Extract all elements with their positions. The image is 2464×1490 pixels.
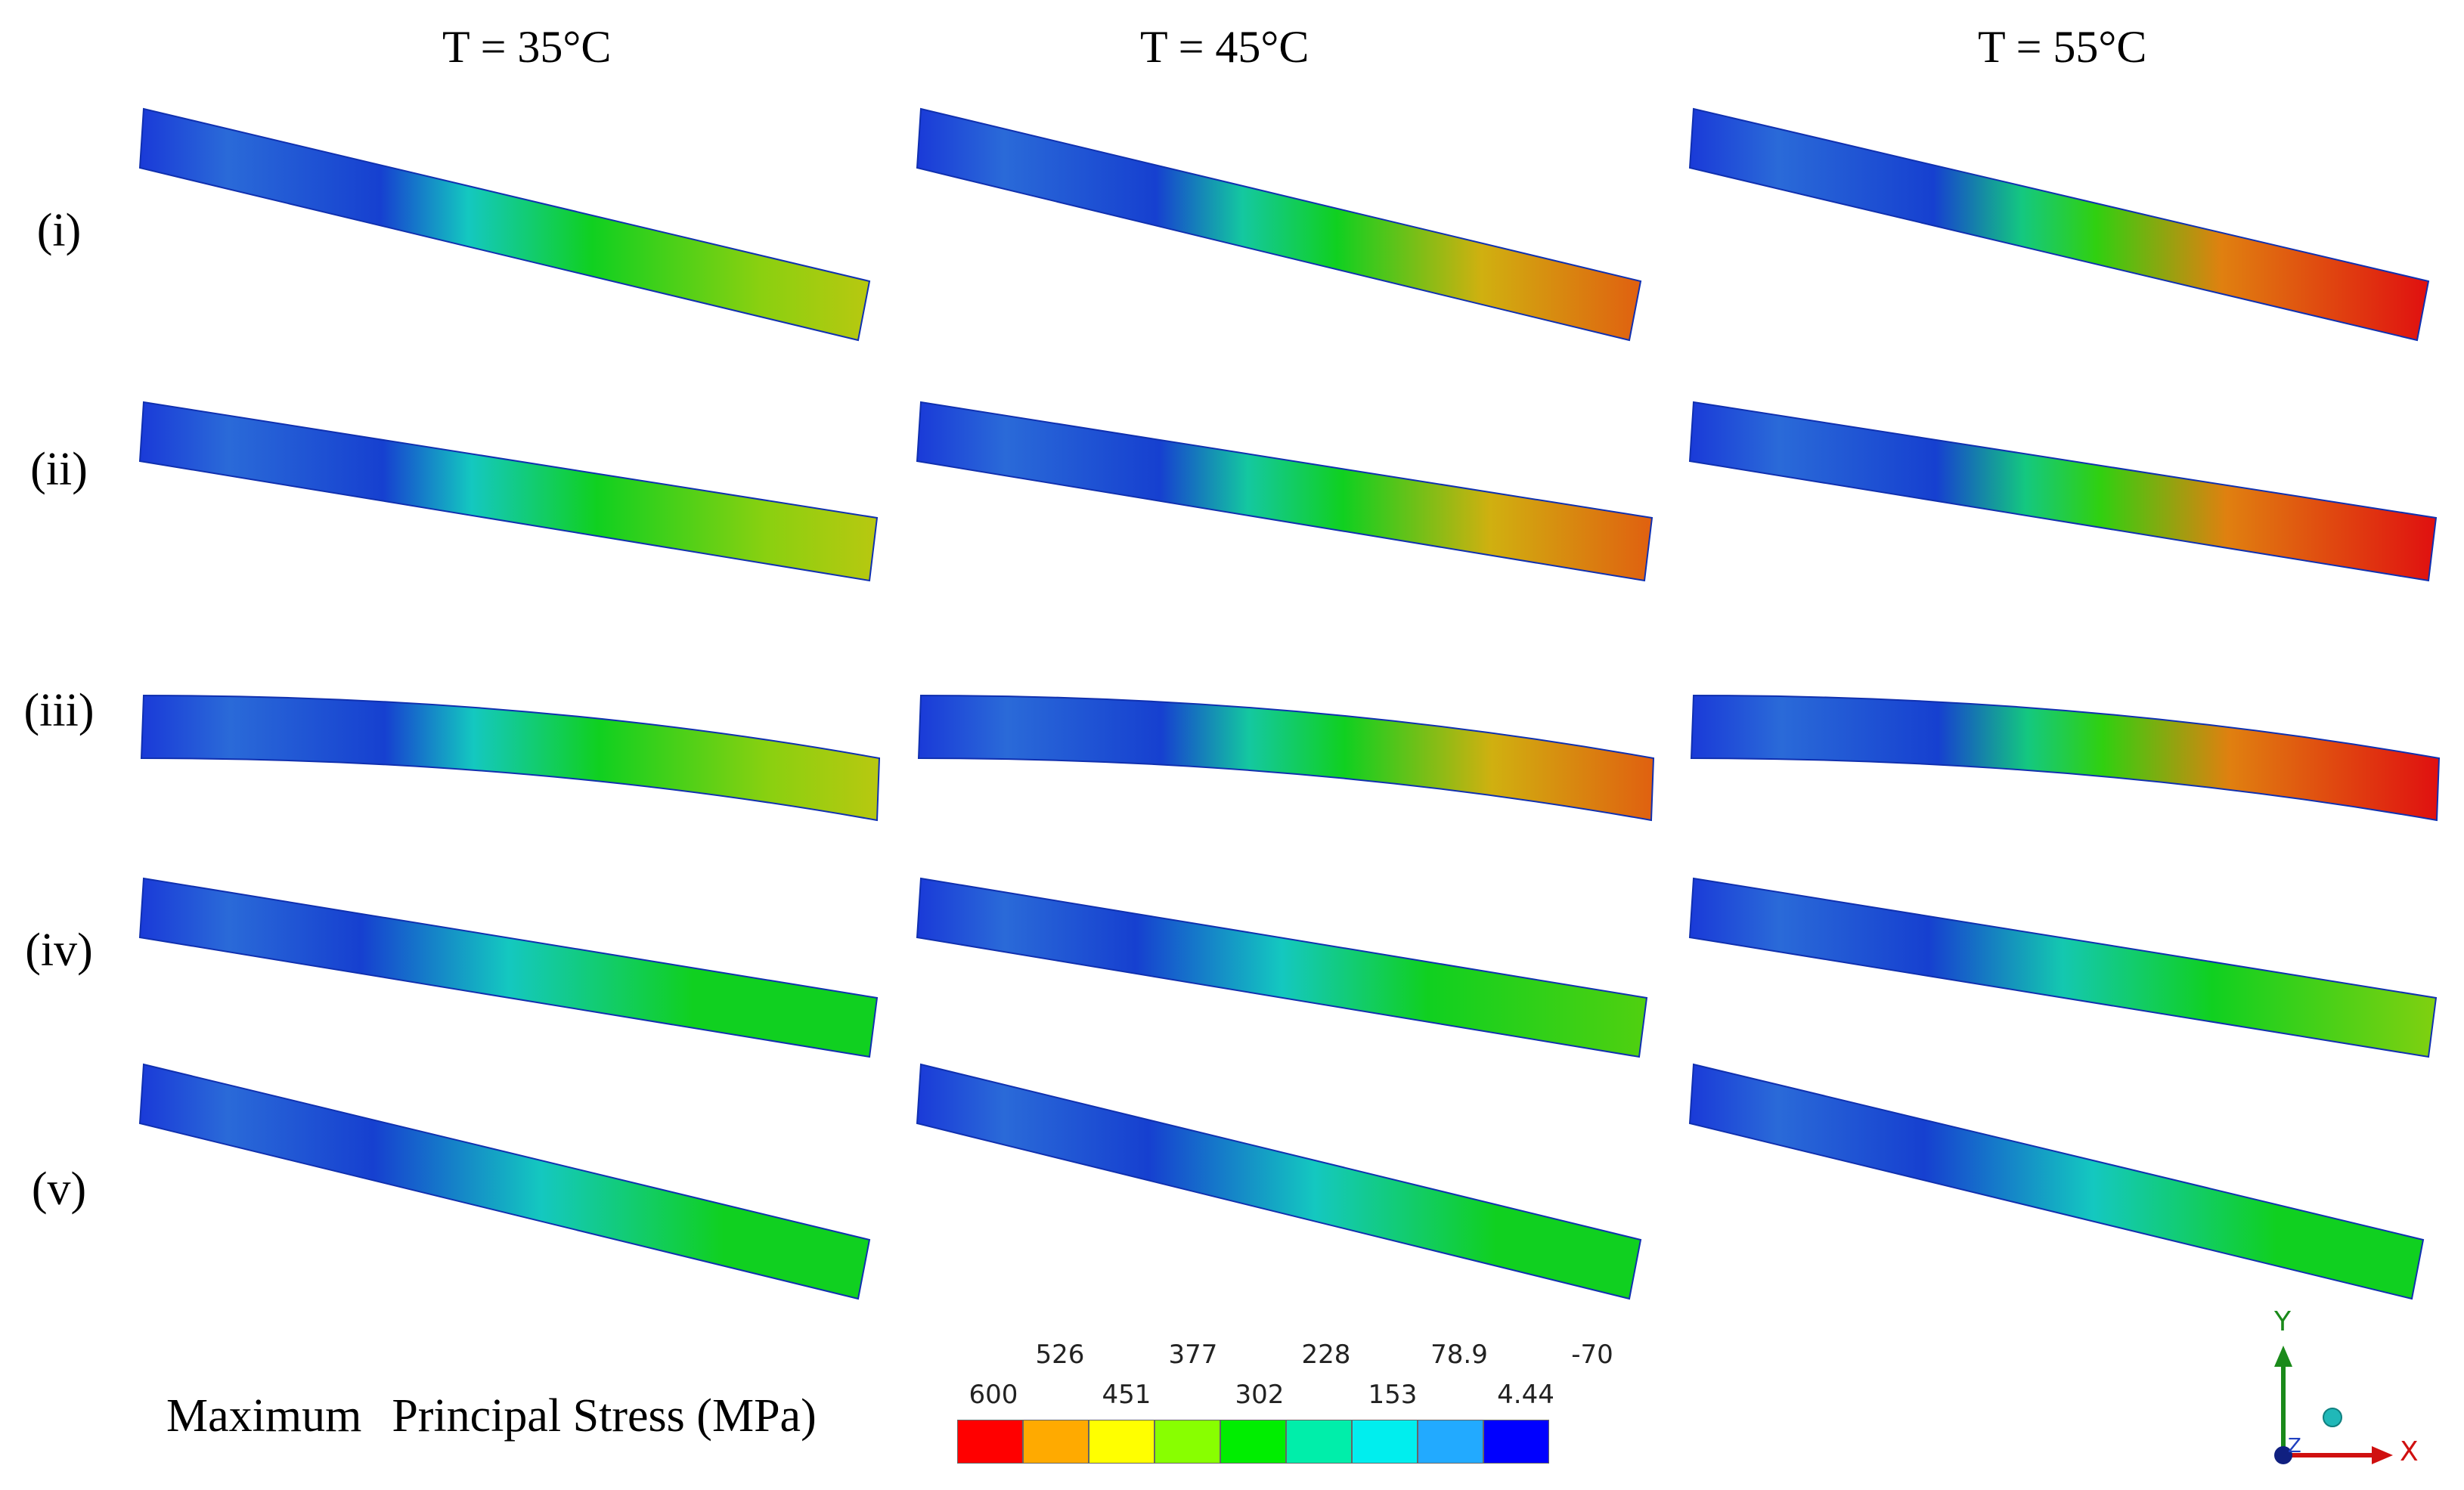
axis-label-z: Z bbox=[2288, 1435, 2301, 1457]
beam-35c-ii bbox=[138, 401, 879, 582]
axis-triad-graphic bbox=[2274, 1346, 2393, 1464]
legend-label-minus-70: -70 bbox=[1571, 1340, 1613, 1370]
axis-label-y: Y bbox=[2274, 1306, 2291, 1337]
legend-swatch-9 bbox=[1483, 1420, 1549, 1464]
row-label-v: (v) bbox=[31, 1163, 87, 1215]
axis-label-x: X bbox=[2400, 1436, 2419, 1467]
beam-55c-ii bbox=[1688, 401, 2438, 582]
row-label-iv: (iv) bbox=[25, 925, 93, 976]
legend-swatch-7 bbox=[1352, 1420, 1418, 1464]
legend-swatch-8 bbox=[1418, 1420, 1483, 1464]
beam-55c-iv bbox=[1688, 877, 2438, 1058]
beam-45c-iii bbox=[917, 694, 1655, 822]
legend-label-377: 377 bbox=[1168, 1340, 1218, 1370]
beam-35c-v bbox=[138, 1063, 871, 1300]
legend-swatch-2 bbox=[1023, 1420, 1089, 1464]
beam-35c-iv bbox=[138, 877, 879, 1058]
beam-35c-i bbox=[138, 107, 871, 342]
axis-triad: Y X Z bbox=[2238, 1306, 2419, 1478]
beam-45c-i bbox=[916, 107, 1642, 342]
row-label-iii: (iii) bbox=[23, 685, 95, 736]
legend-swatch-4 bbox=[1155, 1420, 1220, 1464]
beam-55c-v bbox=[1688, 1063, 2425, 1300]
column-title-45c: T = 45°C bbox=[1140, 22, 1309, 72]
legend-title: Maximum Principal Stress (MPa) bbox=[166, 1389, 817, 1443]
legend-label-600: 600 bbox=[969, 1380, 1018, 1410]
column-title-35c: T = 35°C bbox=[442, 22, 612, 72]
legend-label-526: 526 bbox=[1035, 1340, 1085, 1370]
beam-45c-iv bbox=[916, 877, 1648, 1058]
beam-45c-v bbox=[916, 1063, 1642, 1300]
beam-45c-ii bbox=[916, 401, 1654, 582]
legend-swatch-1 bbox=[957, 1420, 1023, 1464]
legend-label-451: 451 bbox=[1102, 1380, 1151, 1410]
legend-label-153: 153 bbox=[1368, 1380, 1418, 1410]
row-label-i: (i) bbox=[36, 205, 82, 256]
legend-label-302: 302 bbox=[1235, 1380, 1285, 1410]
legend-swatch-3 bbox=[1089, 1420, 1155, 1464]
legend-swatch-5 bbox=[1220, 1420, 1286, 1464]
legend-title-word1: Maximum bbox=[166, 1390, 362, 1442]
legend-label-228: 228 bbox=[1301, 1340, 1351, 1370]
beam-55c-i bbox=[1688, 107, 2430, 342]
legend-label-78-9: 78.9 bbox=[1430, 1340, 1488, 1370]
legend-title-rest: Principal Stress (MPa) bbox=[392, 1390, 817, 1442]
beam-35c-iii bbox=[140, 694, 881, 822]
row-label-ii: (ii) bbox=[30, 444, 88, 495]
beam-55c-iii bbox=[1690, 694, 2441, 822]
legend-label-4-44: 4.44 bbox=[1497, 1380, 1554, 1410]
legend-swatch-6 bbox=[1286, 1420, 1352, 1464]
column-title-55c: T = 55°C bbox=[1978, 22, 2147, 72]
